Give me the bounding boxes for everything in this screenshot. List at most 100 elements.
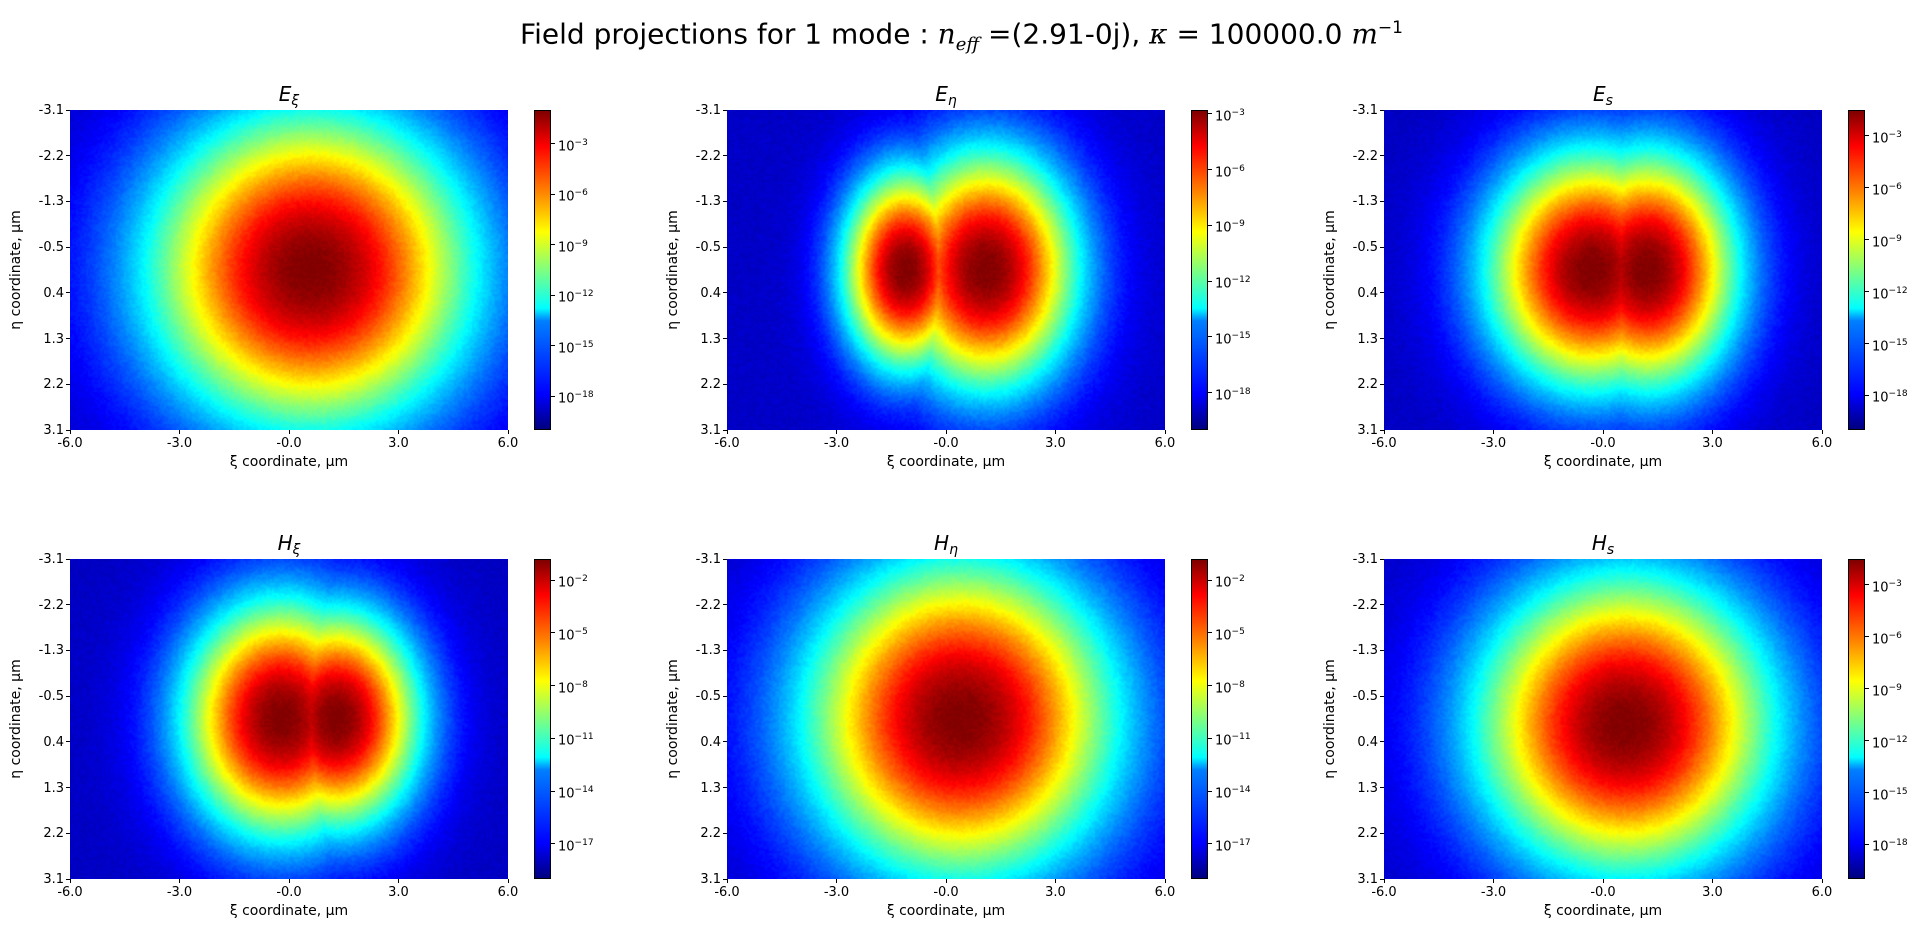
panel-3-cbar-tick-label: 10−15 [1872, 336, 1908, 354]
panel-3-cbar-tick-mark [1865, 291, 1869, 292]
panel-1-cbar-tick-base: 10 [558, 240, 575, 255]
panel-2-ytick-mark [723, 201, 727, 202]
panel-1-cbar-tick-mark [551, 194, 555, 195]
panel-4-xtick-label: 6.0 [488, 885, 528, 900]
panel-3-ytick-label: 0.4 [1338, 286, 1378, 301]
panel-1-ytick-label: -3.1 [24, 103, 64, 118]
panel-6-xtick-mark [1603, 879, 1604, 883]
panel-4-xtick-mark [70, 879, 71, 883]
panel-5-xtick-label: 6.0 [1145, 885, 1185, 900]
panel-2-heatmap [727, 110, 1165, 430]
panel-1-ytick-label: 1.3 [24, 332, 64, 347]
panel-2-ytick-label: 2.2 [681, 377, 721, 392]
panel-3-cbar-tick-base: 10 [1872, 391, 1889, 406]
panel-2-xtick-label: 6.0 [1145, 436, 1185, 451]
panel-1-colorbar [534, 110, 551, 430]
panel-5-cbar-tick-mark [1208, 685, 1212, 686]
panel-3-xtick-label: 6.0 [1802, 436, 1842, 451]
panel-5-xtick-mark [946, 879, 947, 883]
panel-4-ytick-mark [66, 741, 70, 742]
panel-6-ytick-mark [1380, 604, 1384, 605]
panel-1-cbar-tick-base: 10 [558, 139, 575, 154]
panel-5-ylabel: η coordinate, μm [665, 659, 681, 779]
panel-5-ytick-label: -2.2 [681, 598, 721, 613]
panel-5-xtick-mark [1165, 879, 1166, 883]
panel-4-ytick-label: 1.3 [24, 781, 64, 796]
panel-3-xlabel: ξ coordinate, μm [1543, 454, 1663, 470]
panel-4-cbar-tick-mark [551, 738, 555, 739]
panel-2-ytick-label: -0.5 [681, 240, 721, 255]
panel-5-ytick-mark [723, 833, 727, 834]
panel-5-ytick-mark [723, 604, 727, 605]
panel-4-ytick-mark [66, 833, 70, 834]
panel-5-ytick-mark [723, 696, 727, 697]
panel-5-xtick-label: -0.0 [926, 885, 966, 900]
panel-5-cbar-tick-base: 10 [1215, 734, 1232, 749]
panel-3-cbar-tick-exp: −9 [1889, 234, 1902, 244]
panel-1-cbar-tick-mark [551, 396, 555, 397]
panel-6-ytick-label: -1.3 [1338, 643, 1378, 658]
panel-5-cbar-tick-mark [1208, 843, 1212, 844]
panel-1-cbar-tick-exp: −12 [575, 289, 594, 299]
panel-5-xtick-label: 3.0 [1036, 885, 1076, 900]
panel-3-ytick-label: 2.2 [1338, 377, 1378, 392]
panel-3-ytick-mark [1380, 155, 1384, 156]
panel-6-ytick-mark [1380, 833, 1384, 834]
panel-2-cbar-tick-base: 10 [1215, 332, 1232, 347]
panel-3-cbar-tick-exp: −12 [1889, 286, 1908, 296]
panel-6-ytick-mark [1380, 787, 1384, 788]
panel-2-cbar-tick-exp: −6 [1232, 164, 1245, 174]
panel-3-cbar-tick-label: 10−3 [1872, 128, 1902, 146]
panel-6-cbar-tick-exp: −15 [1889, 787, 1908, 797]
panel-2-cbar-tick-base: 10 [1215, 276, 1232, 291]
panel-1-cbar-tick-base: 10 [558, 392, 575, 407]
panel-4-cbar-tick-label: 10−5 [558, 625, 588, 643]
panel-1-ylabel: η coordinate, μm [8, 210, 24, 330]
panel-4-xtick-mark [398, 879, 399, 883]
panel-1-ytick-label: -0.5 [24, 240, 64, 255]
panel-6-cbar-tick-label: 10−18 [1872, 836, 1908, 854]
panel-4-cbar-tick-base: 10 [558, 681, 575, 696]
panel-6-cbar-tick-mark [1865, 792, 1869, 793]
panel-2-xtick-mark [946, 430, 947, 434]
panel-2-xlabel: ξ coordinate, μm [886, 454, 1006, 470]
panel-4-cbar-tick-base: 10 [558, 628, 575, 643]
panel-2-cbar-tick-exp: −18 [1232, 387, 1251, 397]
panel-3-cbar-tick-exp: −18 [1889, 389, 1908, 399]
panel-4-cbar-tick-label: 10−14 [558, 783, 594, 801]
panel-6-cbar-tick-exp: −9 [1889, 683, 1902, 693]
panel-4-cbar-tick-exp: −14 [575, 785, 594, 795]
panel-6-xtick-mark [1493, 879, 1494, 883]
panel-5-cbar-tick-label: 10−17 [1215, 836, 1251, 854]
panel-3-cbar-tick-label: 10−6 [1872, 180, 1902, 198]
panel-2-cbar-tick-label: 10−9 [1215, 217, 1245, 235]
panel-4-xlabel: ξ coordinate, μm [229, 903, 349, 919]
panel-1-cbar-tick-label: 10−6 [558, 186, 588, 204]
panel-6-cbar-tick-mark [1865, 740, 1869, 741]
panel-5-cbar-tick-label: 10−14 [1215, 783, 1251, 801]
panel-6-xtick-mark [1822, 879, 1823, 883]
panel-4-cbar-tick-label: 10−2 [558, 572, 588, 590]
panel-5-field-map [727, 559, 1165, 879]
panel-2-cbar-tick-mark [1208, 169, 1212, 170]
panel-5-cbar-tick-exp: −2 [1232, 574, 1245, 584]
panel-3-ytick-mark [1380, 338, 1384, 339]
panel-2-xtick-mark [727, 430, 728, 434]
panel-5-cbar-tick-exp: −17 [1232, 838, 1251, 848]
panel-5-colorbar [1191, 559, 1208, 879]
panel-4-heatmap [70, 559, 508, 879]
panel-1-cbar-tick-label: 10−15 [558, 338, 594, 356]
panel-3-cbar-tick-exp: −15 [1889, 338, 1908, 348]
panel-4-cbar-tick-exp: −5 [575, 627, 588, 637]
panel-1-xlabel: ξ coordinate, μm [229, 454, 349, 470]
panel-1-cbar-tick-mark [551, 244, 555, 245]
panel-3-cbar-tick-base: 10 [1872, 183, 1889, 198]
panel-1-cbar-tick-mark [551, 345, 555, 346]
panel-4-cbar-tick-label: 10−17 [558, 836, 594, 854]
panel-6-ytick-label: 0.4 [1338, 735, 1378, 750]
panel-6-xtick-label: 6.0 [1802, 885, 1842, 900]
panel-6-xtick-label: -6.0 [1364, 885, 1404, 900]
panel-2-xtick-label: -0.0 [926, 436, 966, 451]
panel-5-xtick-label: -6.0 [707, 885, 747, 900]
panel-2-ytick-label: 1.3 [681, 332, 721, 347]
